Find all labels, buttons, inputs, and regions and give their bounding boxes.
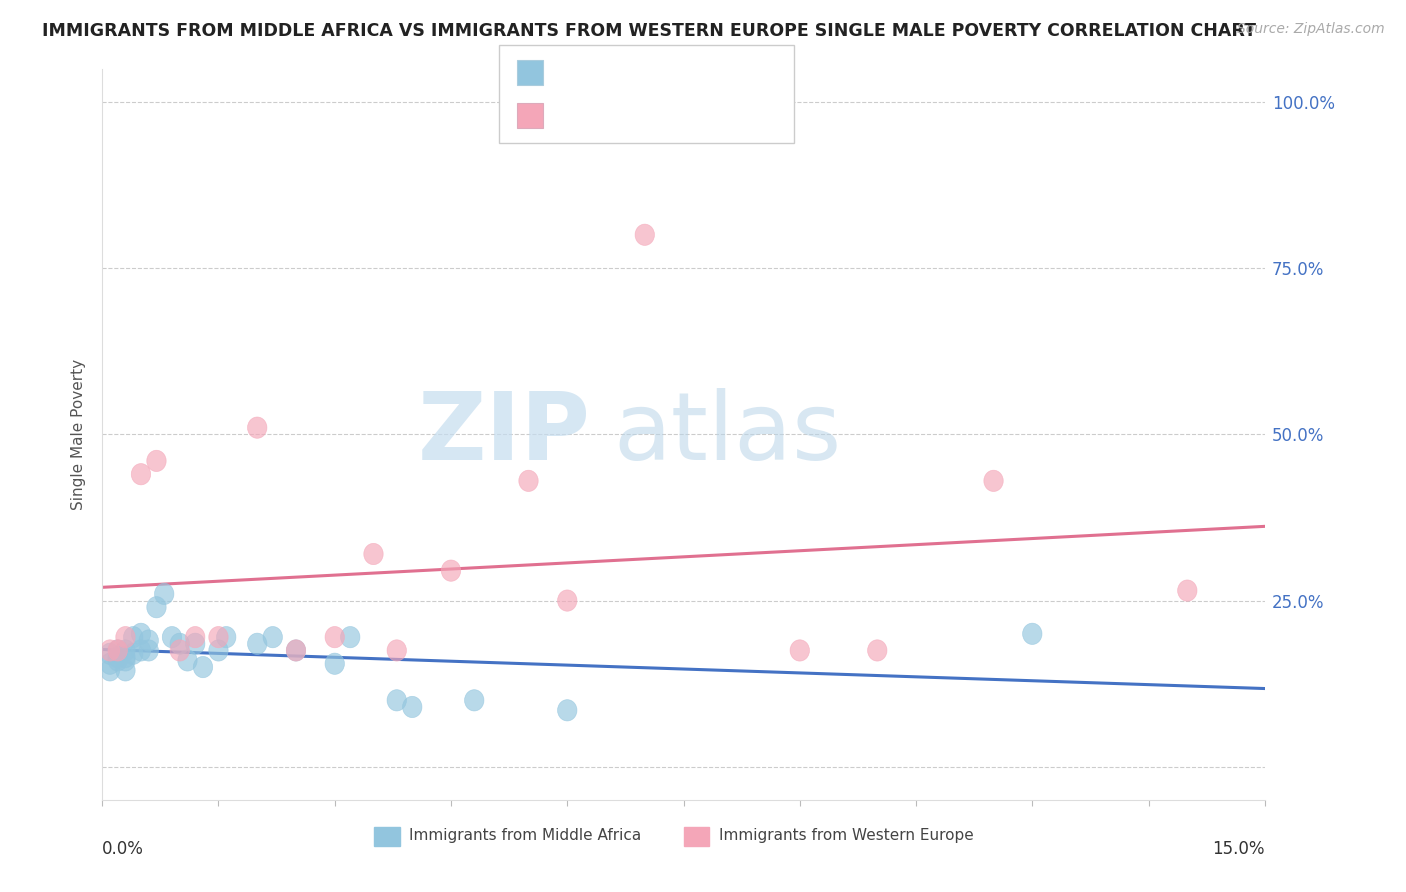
Text: 15.0%: 15.0%: [1212, 840, 1265, 858]
Text: N =: N =: [662, 63, 702, 81]
Text: 0.0%: 0.0%: [103, 840, 143, 858]
Text: atlas: atlas: [614, 388, 842, 480]
Text: IMMIGRANTS FROM MIDDLE AFRICA VS IMMIGRANTS FROM WESTERN EUROPE SINGLE MALE POVE: IMMIGRANTS FROM MIDDLE AFRICA VS IMMIGRA…: [42, 22, 1256, 40]
Text: 0.077: 0.077: [595, 62, 655, 82]
Text: Immigrants from Western Europe: Immigrants from Western Europe: [718, 829, 973, 843]
Y-axis label: Single Male Poverty: Single Male Poverty: [72, 359, 86, 510]
Text: 35: 35: [704, 62, 731, 82]
Text: Source: ZipAtlas.com: Source: ZipAtlas.com: [1237, 22, 1385, 37]
Text: 0.456: 0.456: [595, 105, 657, 125]
Text: N =: N =: [662, 106, 702, 124]
Text: 21: 21: [704, 105, 731, 125]
Text: Immigrants from Middle Africa: Immigrants from Middle Africa: [409, 829, 641, 843]
Text: ZIP: ZIP: [418, 388, 591, 480]
Text: R =: R =: [553, 106, 592, 124]
Text: R =: R =: [553, 63, 592, 81]
